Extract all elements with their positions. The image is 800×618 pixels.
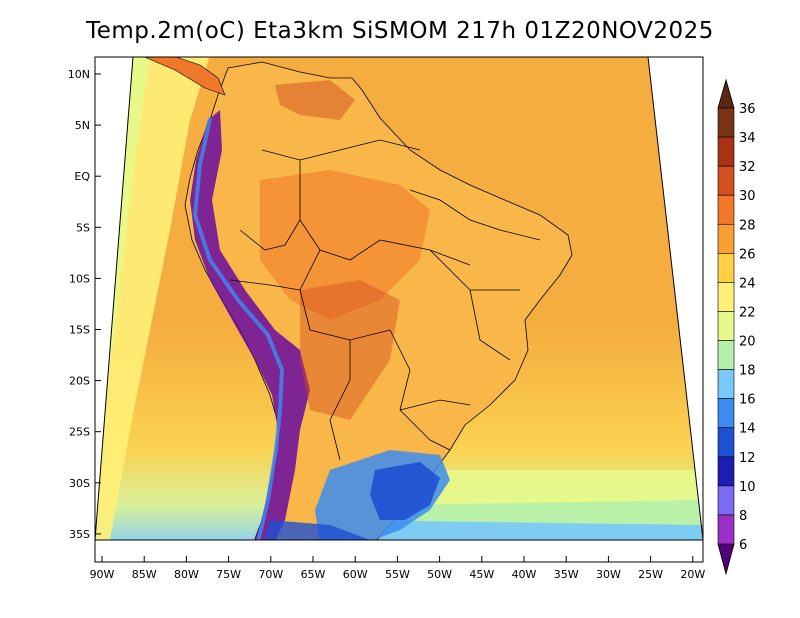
lon-label: 35W [554,568,579,581]
colorbar-segment [717,107,735,138]
colorbar-segment [717,340,735,370]
colorbar-label: 16 [739,393,756,408]
colorbar-under-arrow [717,543,735,576]
colorbar-label: 28 [739,218,756,233]
andes-edge-blue [192,117,285,540]
patagonia-cold [260,520,370,540]
colorbar-segment [717,369,735,399]
south-atlantic-coldest-band [320,520,703,540]
lat-label: EQ [74,170,90,183]
lat-label: 35S [69,528,90,541]
colorbar-segment [717,485,735,516]
colorbar-segment [717,427,735,458]
country-borders [229,139,541,461]
colorbar-segment [717,398,735,429]
colorbar-label: 12 [739,451,756,466]
map-title: Temp.2m(oC) Eta3km SiSMOM 217h 01Z20NOV2… [86,18,714,44]
lat-label: 10N [68,68,90,81]
lon-label: 25W [638,568,663,581]
lon-label: 50W [427,568,452,581]
lon-label: 20W [680,568,705,581]
lon-label: 45W [469,568,494,581]
colorbar-segment [717,165,735,196]
colorbar-label: 36 [739,102,756,117]
colorbar-label: 32 [739,160,756,175]
lat-label: 20S [69,375,90,388]
map-domain [95,57,703,540]
lon-label: 75W [216,568,241,581]
colorbar-segment [717,311,735,341]
lat-label: 5N [75,119,90,132]
lon-label: 40W [512,568,537,581]
andes-cold-belt [190,110,310,540]
lon-label: 30W [596,568,621,581]
latitude-axis: 10N 5N EQ 5S 10S 15S 20S 25S 30S 35S [68,68,101,541]
central-america-land [139,57,226,96]
colorbar-label: 6 [739,538,747,553]
venezuela-hot-zone [275,80,355,120]
colorbar-segment [717,136,735,167]
lat-label: 25S [69,426,90,439]
longitude-axis: 90W 85W 80W 75W 70W 65W 60W 55W 50W 45W 40W 35W 30W 2… [90,556,705,581]
colorbar-over-arrow [717,78,735,109]
colorbar-segment [717,282,735,312]
lon-label: 80W [174,568,199,581]
southern-cold-core [370,462,440,520]
colorbar-label: 18 [739,364,756,379]
lon-label: 60W [343,568,368,581]
colorbar-label: 26 [739,247,756,262]
colorbar-segment [717,253,735,283]
colorbar-segment [717,223,735,254]
lon-label: 90W [90,568,115,581]
map-frame [94,56,704,563]
colorbar-segment [717,514,735,545]
lat-label: 10S [69,272,90,285]
colorbar-segment [717,194,735,225]
colorbar-label: 20 [739,335,756,350]
lat-label: 5S [76,221,90,234]
lon-label: 70W [258,568,283,581]
amazon-hot-core [260,170,430,320]
lat-label: 15S [69,324,90,337]
colorbar: 6 8 10 12 14 16 18 20 22 24 26 28 30 32 34 36 [717,78,756,576]
lon-label: 55W [385,568,410,581]
colorbar-label: 30 [739,189,756,204]
lon-label: 65W [301,568,326,581]
colorbar-label: 10 [739,480,756,495]
colorbar-label: 14 [739,422,756,437]
colorbar-label: 22 [739,305,756,320]
colorbar-label: 8 [739,509,747,524]
colorbar-label: 24 [739,276,756,291]
colorbar-segment [717,456,735,487]
colorbar-label: 34 [739,131,756,146]
lon-label: 85W [132,568,157,581]
lat-label: 30S [69,477,90,490]
